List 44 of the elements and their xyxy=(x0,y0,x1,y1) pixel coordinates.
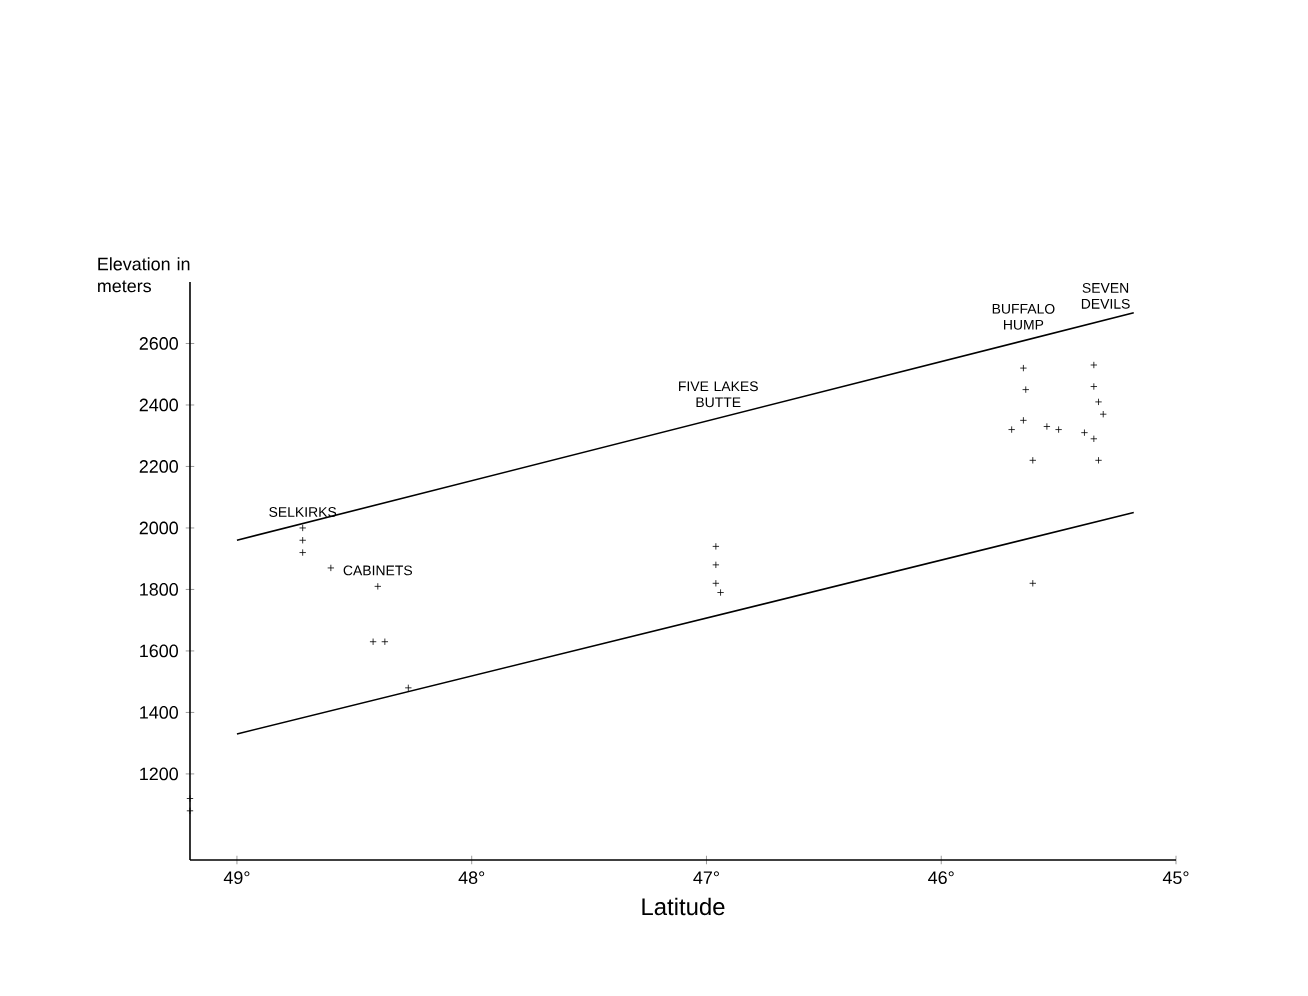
point xyxy=(1090,361,1098,369)
point xyxy=(299,548,307,557)
y-tick-label: 2600 xyxy=(139,337,178,350)
point xyxy=(1019,416,1027,424)
point xyxy=(186,807,194,815)
y-tick-label: 1600 xyxy=(140,644,178,658)
point xyxy=(1090,382,1098,391)
x-axis-title: Latitude xyxy=(642,897,725,916)
point xyxy=(1008,425,1016,434)
point xyxy=(716,588,725,597)
point xyxy=(186,794,194,803)
point xyxy=(1043,422,1051,431)
point xyxy=(404,684,412,692)
x-tick-label: 47° xyxy=(693,871,719,884)
point xyxy=(374,582,382,590)
point xyxy=(1019,364,1027,372)
y-tick-label: 2200 xyxy=(139,460,178,473)
point xyxy=(299,536,307,544)
point xyxy=(327,564,335,572)
point xyxy=(1080,429,1089,437)
x-tick-label: 46° xyxy=(928,871,954,884)
y-tick-label: 1400 xyxy=(140,706,178,719)
point xyxy=(1094,398,1103,406)
y-tick-label: 1200 xyxy=(140,767,178,781)
point xyxy=(1055,425,1063,434)
point xyxy=(1029,579,1037,587)
point xyxy=(712,579,720,587)
point xyxy=(712,542,720,550)
y-tick-label: 2000 xyxy=(139,521,178,535)
point xyxy=(299,524,307,532)
y-tick-label: 1800 xyxy=(140,583,178,596)
y-tick-label: 2400 xyxy=(139,398,178,412)
point xyxy=(1094,456,1103,464)
x-tick-label: 49° xyxy=(223,871,250,884)
point xyxy=(1099,410,1107,418)
x-tick-label: 48° xyxy=(458,871,485,884)
point xyxy=(1022,386,1030,394)
point xyxy=(369,638,377,646)
point xyxy=(1029,456,1037,464)
point xyxy=(712,561,720,569)
y-axis-title: Elevation in meters xyxy=(98,257,190,293)
point xyxy=(1090,435,1098,443)
x-tick-label: 45° xyxy=(1162,871,1189,884)
point xyxy=(381,638,389,646)
